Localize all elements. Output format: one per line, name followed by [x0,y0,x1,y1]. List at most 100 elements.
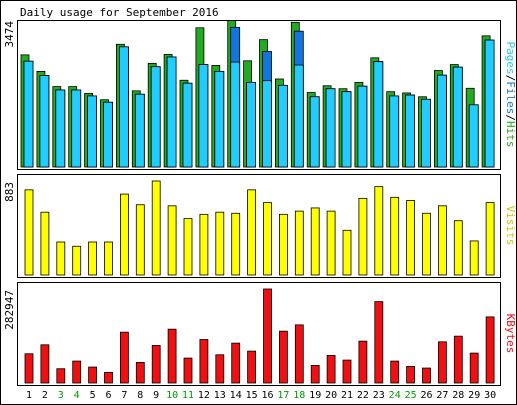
bar-kbytes-day-6 [104,371,113,384]
x-tick-label-day-6: 6 [105,390,111,401]
x-tick-label-day-10: 10 [166,390,178,401]
x-tick-label-day-21: 21 [341,390,353,401]
bar-pages-day-19 [309,96,320,168]
bar-visits-day-3 [56,241,66,276]
bar-kbytes-day-26 [422,367,431,384]
bar-visits-day-9 [151,180,161,276]
chart-title: Daily usage for September 2016 [20,6,219,19]
bar-pages-day-18 [293,64,304,168]
bar-pages-day-28 [452,66,463,168]
bar-pages-day-15 [246,81,257,168]
bar-kbytes-day-23 [374,301,384,384]
bar-kbytes-day-21 [342,359,352,384]
bar-kbytes-day-11 [183,357,193,384]
bar-kbytes-day-4 [72,360,82,384]
x-tick-label-day-12: 12 [198,390,210,401]
bar-visits-day-18 [294,210,304,276]
x-tick-label-day-5: 5 [90,390,96,401]
bar-kbytes-day-30 [485,316,495,384]
bar-visits-day-24 [390,196,400,276]
bar-visits-day-1 [24,189,34,276]
bar-visits-day-13 [215,211,225,276]
panel-kbytes-ymax-label: 282947 [3,290,16,330]
bar-pages-day-11 [182,82,193,168]
bar-kbytes-day-16 [263,288,272,384]
x-tick-label-day-25: 25 [405,390,417,401]
panel-visits-side-label: Visits [504,206,517,246]
bar-pages-day-5 [87,95,97,168]
panel-visits-frame [17,174,501,278]
bar-pages-day-24 [389,95,400,168]
panel-traffic-side-label: Pages/Files/Hits [504,42,517,148]
bar-kbytes-day-18 [294,324,304,384]
x-tick-label-day-15: 15 [246,390,258,401]
bar-kbytes-day-3 [56,368,66,384]
bar-pages-day-14 [230,61,241,168]
panel-traffic: 3474 Pages/Files/Hits [3,20,517,170]
bar-kbytes-day-12 [199,339,209,384]
bar-visits-day-21 [342,229,352,276]
chart-panels: 3474Pages/Files/Hits883Visits282947KByte… [3,20,517,386]
bar-pages-day-9 [150,66,161,168]
bar-pages-day-7 [119,46,129,168]
bar-pages-day-23 [373,61,384,168]
side-label-part: / [504,114,517,121]
bar-pages-day-2 [39,75,50,168]
x-tick-label-day-30: 30 [484,390,496,401]
bar-visits-day-23 [374,186,384,276]
bar-visits-day-28 [453,220,463,276]
bar-pages-day-1 [23,60,34,168]
x-tick-label-day-16: 16 [261,390,273,401]
x-tick-label-day-23: 23 [373,390,385,401]
panel-kbytes-side-label: KBytes [504,314,517,354]
bar-visits-day-11 [183,218,193,276]
bar-visits-day-22 [358,197,368,276]
side-label-part: Pages [504,42,517,75]
bar-visits-day-10 [167,205,177,276]
bar-visits-day-26 [422,212,431,276]
panel-traffic-ymax-label: 3474 [3,21,16,48]
bar-visits-day-15 [247,189,257,276]
bar-visits-day-4 [72,245,82,276]
bar-visits-day-30 [485,202,495,276]
side-label-part: KBytes [504,314,517,354]
bar-kbytes-day-15 [247,350,257,384]
bar-visits-day-17 [278,213,288,276]
x-axis-day-labels: 1 2 3 4 5 6 7 8 9 10 11 12 13 14 15 16 17 18 19 20 21 22 23 24 2… [26,390,496,401]
x-tick-label-day-28: 28 [452,390,464,401]
x-tick-label-day-7: 7 [121,390,127,401]
bar-kbytes-day-22 [358,340,368,384]
x-tick-label-day-1: 1 [26,390,32,401]
bar-visits-day-27 [437,205,447,276]
bar-pages-day-17 [277,84,288,168]
bar-visits-day-25 [406,200,416,276]
x-tick-label-day-8: 8 [137,390,143,401]
side-label-part: / [504,75,517,82]
bar-visits-day-7 [120,193,129,276]
bar-pages-day-13 [214,70,225,168]
x-tick-label-day-9: 9 [153,390,159,401]
x-tick-label-day-27: 27 [436,390,448,401]
x-tick-label-day-13: 13 [214,390,226,401]
x-tick-label-day-20: 20 [325,390,337,401]
side-label-part: Hits [504,121,517,148]
bar-visits-day-6 [104,241,113,276]
bar-visits-day-29 [469,240,479,276]
x-tick-label-day-2: 2 [42,390,48,401]
x-tick-label-day-11: 11 [182,390,194,401]
bar-kbytes-day-25 [406,365,416,384]
bar-kbytes-day-29 [469,352,479,384]
bar-pages-day-30 [484,39,495,168]
bar-pages-day-26 [421,98,431,168]
x-tick-label-day-17: 17 [277,390,289,401]
bar-pages-day-21 [341,91,352,168]
bar-kbytes-day-20 [326,355,336,384]
bar-visits-day-16 [263,202,272,276]
bar-pages-day-6 [103,101,113,168]
bar-kbytes-day-17 [278,330,288,384]
bar-kbytes-day-19 [310,364,320,384]
bar-visits-day-2 [40,211,50,276]
x-tick-label-day-24: 24 [389,390,401,401]
bar-pages-day-22 [357,85,368,168]
